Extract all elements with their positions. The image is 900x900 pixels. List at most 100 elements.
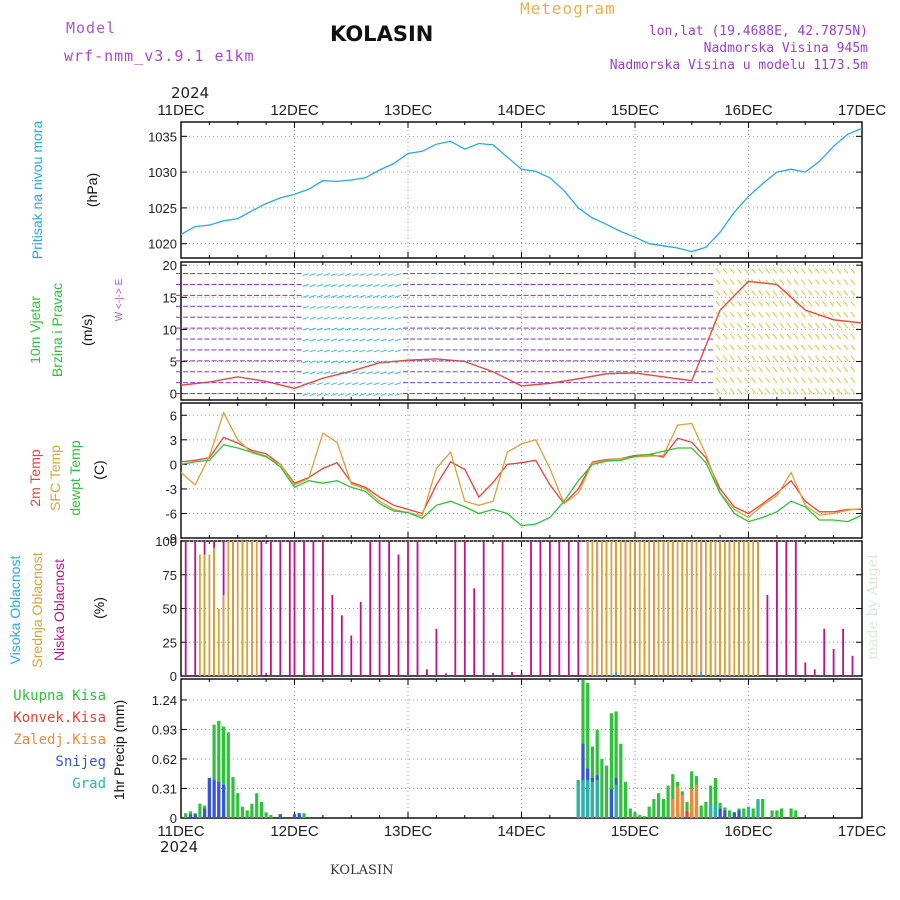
bar-mid_cloud <box>208 554 211 676</box>
wind-arrow <box>380 273 387 277</box>
wind-arrow <box>779 377 785 383</box>
ylabel-low-cloud: Niska Oblacnost <box>51 559 67 661</box>
wind-arrow <box>387 382 394 386</box>
bar-snow <box>207 778 211 818</box>
wind-arrow <box>309 338 316 342</box>
x-tick-label-top: 11DEC <box>157 102 204 119</box>
wind-arrow <box>744 388 749 394</box>
wind-arrow <box>366 283 373 287</box>
wind-arrow <box>352 338 359 342</box>
wind-arrow <box>337 316 345 320</box>
bar-total_precip <box>628 808 632 818</box>
wind-arrow <box>843 300 849 307</box>
bar-low_cloud <box>312 541 315 676</box>
wind-arrow <box>316 360 324 364</box>
wind-arrow <box>836 344 842 351</box>
wind-arrow <box>366 382 373 386</box>
wind-arrow <box>330 273 338 277</box>
bar-low_cloud <box>388 541 390 676</box>
bar-total_precip <box>255 793 259 818</box>
bar-low_cloud <box>397 554 400 676</box>
wind-arrow <box>366 327 373 331</box>
wind-arrow <box>352 371 359 375</box>
bar-total_precip <box>761 799 765 818</box>
wind-arrow <box>786 388 792 394</box>
bar-frz_precip <box>671 799 675 818</box>
wind-arrow <box>729 300 735 307</box>
bar-total_precip <box>226 732 230 818</box>
wind-arrow <box>815 311 820 318</box>
wind-arrow <box>387 393 394 397</box>
wind-arrow <box>815 300 820 307</box>
bar-low_cloud <box>832 649 835 676</box>
wind-arrow <box>316 316 324 320</box>
wind-arrow <box>387 316 394 320</box>
wind-arrow <box>779 311 785 318</box>
wind-arrow <box>729 322 735 329</box>
wind-arrow <box>822 268 827 274</box>
bar-total_precip <box>699 805 703 818</box>
wind-arrow <box>366 338 373 342</box>
wind-arrow <box>345 283 352 287</box>
wind-arrow <box>337 338 345 342</box>
bar-low_cloud <box>842 628 844 677</box>
wind-arrow <box>772 279 778 285</box>
wind-arrow <box>765 300 771 307</box>
wind-arrow <box>737 388 742 394</box>
year-label-bottom: 2024 <box>160 838 199 856</box>
wind-arrow <box>744 290 749 296</box>
bar-total_precip <box>619 743 623 818</box>
wind-arrow <box>722 311 728 318</box>
y-tick-label-pressure: 1035 <box>148 129 177 144</box>
ylabel-pressure: Pritisak na nivou mora <box>29 121 45 260</box>
wind-arrow <box>302 371 309 375</box>
y-tick-label-temperature: -9 <box>165 531 177 546</box>
wind-arrow <box>352 382 359 386</box>
wind-arrow <box>737 366 742 373</box>
wind-arrow <box>387 273 394 277</box>
wind-arrow <box>715 355 721 362</box>
wind-arrow <box>373 316 380 320</box>
y-tick-label-temperature: 3 <box>170 433 177 448</box>
wind-arrow <box>380 382 387 386</box>
wind-arrow <box>843 279 849 285</box>
wind-arrow <box>765 322 771 329</box>
wind-arrow <box>380 283 387 287</box>
bar-low_cloud <box>340 615 343 677</box>
wind-arrow <box>836 290 842 296</box>
wind-arrow <box>744 377 749 383</box>
bar-low_cloud <box>407 541 409 676</box>
wind-arrow <box>815 388 820 394</box>
wind-arrow <box>352 349 359 353</box>
wind-arrow <box>829 290 835 296</box>
bar-mid_cloud <box>246 541 249 676</box>
wind-arrow <box>836 300 842 307</box>
wind-arrow <box>737 322 742 329</box>
bar-total_precip <box>231 777 235 818</box>
wind-arrow <box>309 360 316 364</box>
wind-arrow <box>793 333 799 340</box>
ylabel-pressure-unit: (hPa) <box>84 173 100 207</box>
bar-total_precip <box>269 815 273 818</box>
wind-arrow <box>722 388 728 394</box>
bar-mid_cloud <box>255 541 258 676</box>
wind-arrow <box>387 338 394 342</box>
wind-arrow <box>337 327 345 331</box>
model-name: wrf-nmm_v3.9.1 e1km <box>64 47 255 65</box>
wind-arrow <box>786 355 792 362</box>
wind-arrow <box>722 333 728 340</box>
wind-arrow <box>323 283 331 287</box>
wind-arrow <box>302 283 309 287</box>
wind-arrow <box>836 333 842 340</box>
ylabel-precip: 1hr Precip (mm) <box>111 700 127 800</box>
wind-arrow <box>722 377 728 383</box>
bar-low_cloud <box>194 541 197 676</box>
bar-low_cloud <box>288 541 291 676</box>
wind-arrow <box>715 290 721 296</box>
wind-arrow <box>345 305 352 309</box>
wind-arrow <box>836 377 842 383</box>
wind-arrow <box>323 327 331 331</box>
wind-arrow <box>330 349 338 353</box>
wind-arrow <box>373 294 380 298</box>
wind-arrow <box>822 300 827 307</box>
